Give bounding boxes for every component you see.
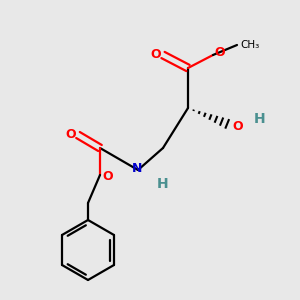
Text: O: O: [65, 128, 76, 140]
Text: CH₃: CH₃: [240, 40, 259, 50]
Text: H: H: [254, 112, 266, 126]
Text: N: N: [132, 161, 142, 175]
Text: O: O: [232, 121, 243, 134]
Text: O: O: [150, 47, 161, 61]
Text: O: O: [214, 46, 225, 59]
Text: O: O: [102, 170, 112, 184]
Text: H: H: [157, 177, 169, 191]
